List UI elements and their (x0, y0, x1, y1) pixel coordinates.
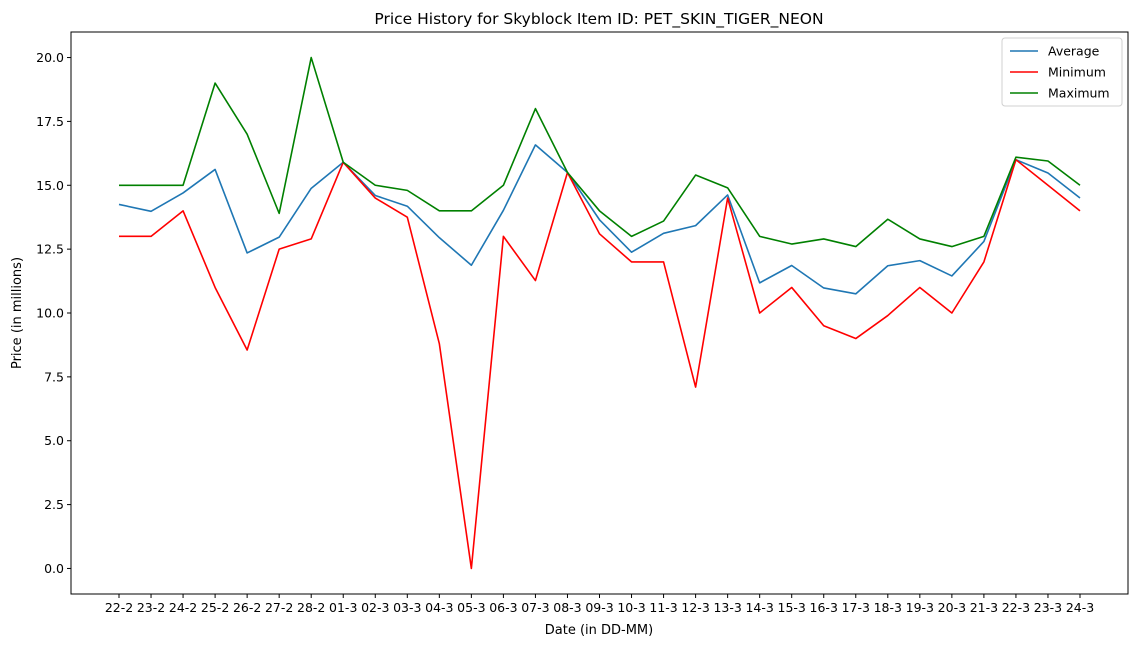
legend-label-average: Average (1048, 44, 1100, 59)
plot-area: 0.0 2.5 5.0 7.5 10.0 12.5 15.0 17.5 20.0 22-2 23-… (36, 31, 1129, 615)
x-tick-label: 12-3 (681, 600, 709, 615)
series-lines (118, 56, 1081, 570)
y-tick-label: 5.0 (44, 433, 64, 448)
y-tick-label: 12.5 (36, 242, 64, 257)
legend-label-minimum: Minimum (1048, 65, 1106, 80)
x-tick-label: 23-3 (1034, 600, 1062, 615)
x-tick-label: 16-3 (810, 600, 838, 615)
x-tick-label: 03-3 (393, 600, 421, 615)
x-tick-label: 18-3 (874, 600, 902, 615)
series-line-average (118, 144, 1081, 295)
x-tick-label: 08-3 (553, 600, 581, 615)
y-axis: 0.0 2.5 5.0 7.5 10.0 12.5 15.0 17.5 20.0 (36, 50, 71, 576)
series-line-maximum (119, 56, 1081, 248)
x-tick-label: 24-3 (1066, 600, 1094, 615)
x-axis: 22-2 23-2 24-2 25-2 26-2 27-2 28-2 01-3 02-3 03-3… (105, 594, 1094, 615)
x-tick-label: 21-3 (970, 600, 998, 615)
x-tick-label: 15-3 (778, 600, 806, 615)
y-tick-label: 17.5 (36, 114, 64, 129)
x-tick-label: 04-3 (425, 600, 453, 615)
x-tick-label: 20-3 (938, 600, 966, 615)
x-tick-label: 05-3 (457, 600, 485, 615)
x-tick-label: 27-2 (265, 600, 293, 615)
chart-title: Price History for Skyblock Item ID: PET_… (374, 10, 823, 29)
x-tick-label: 23-2 (137, 600, 165, 615)
x-tick-label: 13-3 (713, 600, 741, 615)
x-tick-label: 26-2 (233, 600, 261, 615)
x-tick-label: 10-3 (617, 600, 645, 615)
x-tick-label: 09-3 (585, 600, 613, 615)
y-tick-label: 20.0 (36, 50, 64, 65)
x-tick-label: 01-3 (329, 600, 357, 615)
x-tick-label: 19-3 (906, 600, 934, 615)
legend-box (1001, 37, 1123, 107)
x-tick-label: 07-3 (521, 600, 549, 615)
legend-label-maximum: Maximum (1048, 86, 1110, 101)
x-tick-label: 11-3 (649, 600, 677, 615)
y-axis-label: Price (in millions) (10, 257, 25, 369)
x-tick-label: 24-2 (169, 600, 197, 615)
y-tick-label: 2.5 (44, 497, 64, 512)
x-tick-label: 22-3 (1002, 600, 1030, 615)
x-tick-label: 25-2 (201, 600, 229, 615)
y-tick-label: 10.0 (36, 306, 64, 321)
x-tick-label: 02-3 (361, 600, 389, 615)
x-tick-label: 28-2 (297, 600, 325, 615)
x-tick-label: 14-3 (745, 600, 773, 615)
x-tick-label: 22-2 (105, 600, 133, 615)
x-tick-label: 06-3 (489, 600, 517, 615)
legend: Average Minimum Maximum (1001, 37, 1123, 107)
y-tick-label: 15.0 (36, 178, 64, 193)
y-tick-label: 7.5 (44, 369, 64, 384)
series-line-minimum (119, 158, 1081, 570)
x-axis-label: Date (in DD-MM) (545, 623, 653, 638)
x-tick-label: 17-3 (842, 600, 870, 615)
y-tick-label: 0.0 (44, 561, 64, 576)
